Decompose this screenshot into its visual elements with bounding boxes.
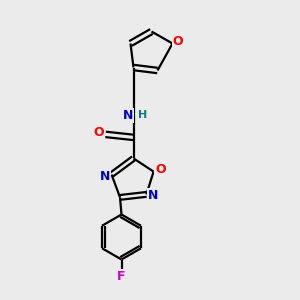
Text: N: N	[123, 109, 133, 122]
Text: O: O	[155, 163, 166, 176]
Text: H: H	[139, 110, 148, 121]
Text: N: N	[148, 189, 158, 203]
Text: O: O	[172, 35, 183, 49]
Text: N: N	[100, 169, 110, 183]
Text: O: O	[94, 126, 104, 140]
Text: F: F	[117, 270, 126, 284]
